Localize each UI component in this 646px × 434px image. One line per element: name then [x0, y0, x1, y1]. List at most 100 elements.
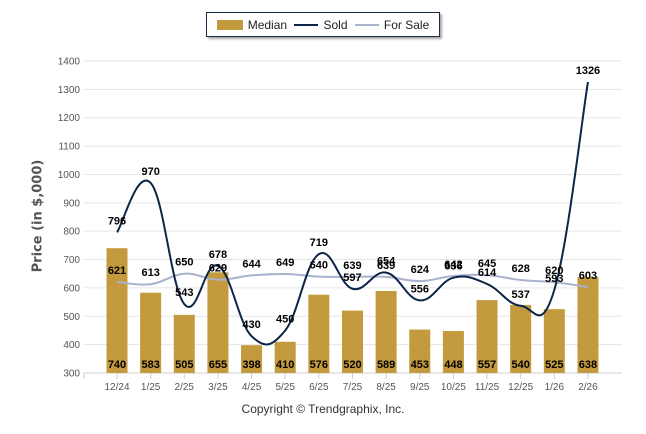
- legend-item-sold[interactable]: Sold: [294, 17, 348, 32]
- x-tick-label: 9/25: [410, 382, 430, 393]
- x-tick-label: 1/26: [545, 382, 565, 393]
- median-value-label: 410: [276, 359, 294, 371]
- median-bar: [341, 310, 363, 373]
- legend-label-for-sale: For Sale: [383, 17, 430, 32]
- median-bar: [106, 248, 128, 373]
- sold-value-label: 796: [108, 215, 126, 227]
- median-value-label: 520: [343, 359, 361, 371]
- y-tick-label: 1000: [58, 170, 81, 181]
- for-sale-value-label: 628: [512, 263, 530, 275]
- x-tick-label: 12/25: [508, 382, 533, 393]
- sold-swatch: [294, 23, 319, 26]
- copyright: Copyright © Trendgraphix, Inc.: [241, 402, 405, 416]
- median-value-label: 525: [545, 359, 563, 371]
- for-sale-value-label: 629: [209, 263, 227, 275]
- x-tick-label: 6/25: [309, 382, 329, 393]
- x-tick-label: 8/25: [376, 382, 396, 393]
- sold-value-label: 614: [478, 267, 497, 279]
- median-value-label: 583: [141, 359, 159, 371]
- median-bar: [274, 341, 296, 373]
- sold-value-label: 636: [444, 261, 462, 273]
- x-tick-label: 2/26: [578, 382, 598, 393]
- median-bar: [476, 300, 498, 373]
- median-bar: [207, 272, 229, 373]
- x-tick-label: 7/25: [343, 382, 363, 393]
- median-value-label: 589: [377, 359, 395, 371]
- y-tick-label: 1100: [58, 142, 80, 153]
- median-bar: [375, 291, 397, 373]
- sold-value-label: 654: [377, 256, 396, 268]
- median-value-label: 740: [108, 359, 126, 371]
- for-sale-value-label: 603: [579, 270, 597, 282]
- x-axis-ticks: 12/24 1/25 2/25 3/25 4/25 5/25 6/25 7/25 8/25 9/2…: [83, 373, 598, 393]
- for-sale-value-label: 639: [377, 260, 395, 272]
- y-tick-label: 1200: [58, 113, 81, 124]
- for-sale-value-label: 613: [141, 267, 159, 279]
- y-tick-label: 300: [63, 369, 80, 380]
- series-lines: [116, 81, 589, 346]
- median-swatch: [216, 19, 243, 30]
- median-value-label: 398: [242, 359, 260, 371]
- median-bar: [442, 331, 464, 373]
- y-tick-label: 700: [63, 255, 80, 266]
- median-value-label: 576: [310, 359, 328, 371]
- for-sale-value-label: 624: [411, 264, 430, 276]
- for-sale-value-label: 639: [343, 260, 361, 272]
- y-tick-label: 400: [63, 340, 80, 351]
- sold-value-label: 597: [343, 272, 361, 284]
- for-sale-value-label: 650: [175, 257, 193, 269]
- x-tick-label: 2/25: [175, 382, 195, 393]
- y-tick-label: 900: [63, 198, 80, 209]
- legend-item-for-sale[interactable]: For Sale: [354, 17, 430, 32]
- median-value-label: 655: [209, 359, 227, 371]
- for-sale-line: [116, 272, 589, 289]
- x-tick-label: 1/25: [141, 382, 161, 393]
- y-tick-label: 800: [63, 227, 80, 238]
- y-tick-label: 500: [63, 312, 80, 323]
- sold-line: [116, 81, 589, 346]
- x-tick-label: 10/25: [441, 382, 466, 393]
- for-sale-value-label: 642: [444, 259, 462, 271]
- sold-value-label: 450: [276, 313, 294, 325]
- median-bar: [409, 329, 431, 373]
- sold-value-label: 537: [512, 289, 530, 301]
- sold-value-label: 556: [411, 283, 429, 295]
- for-sale-value-label: 640: [310, 260, 328, 272]
- legend-label-sold: Sold: [323, 17, 348, 32]
- median-value-label: 540: [512, 359, 530, 371]
- y-tick-label: 1400: [58, 57, 81, 68]
- x-tick-label: 11/25: [475, 382, 500, 393]
- legend-item-median[interactable]: Median: [216, 17, 288, 32]
- x-tick-label: 3/25: [208, 382, 228, 393]
- median-bar: [140, 292, 162, 373]
- y-tick-label: 1300: [58, 85, 81, 96]
- for-sale-value-label: 645: [478, 258, 496, 270]
- y-axis-ticks: 300 400 500 600 700 800 900 1000 1100 1200 1300 140…: [58, 57, 81, 380]
- median-value-label: 638: [579, 359, 597, 371]
- for-sale-value-label: 621: [108, 265, 126, 277]
- y-tick-label: 600: [63, 283, 80, 294]
- x-tick-label: 4/25: [242, 382, 262, 393]
- sold-value-label: 678: [209, 249, 227, 261]
- for-sale-value-label: 620: [545, 265, 563, 277]
- median-bar: [173, 314, 195, 373]
- sold-value-label: 1326: [576, 65, 600, 77]
- y-axis-title: Price (in $,000): [30, 159, 46, 273]
- sold-value-label: 430: [242, 319, 260, 331]
- median-value-label: 448: [444, 359, 462, 371]
- median-bars: [106, 248, 599, 373]
- legend-label-median: Median: [247, 17, 288, 32]
- gridlines: [84, 60, 622, 374]
- median-value-label: 453: [411, 359, 429, 371]
- x-tick-label: 5/25: [275, 382, 295, 393]
- legend: Median Sold For Sale: [206, 12, 440, 37]
- sold-value-label: 719: [310, 237, 328, 249]
- median-bar: [577, 277, 599, 373]
- median-bar: [543, 309, 565, 373]
- sold-value-label: 593: [545, 273, 563, 285]
- for-sale-value-label: 649: [276, 257, 294, 269]
- median-bar: [510, 304, 532, 373]
- median-bar: [308, 294, 330, 373]
- median-bar: [241, 345, 263, 373]
